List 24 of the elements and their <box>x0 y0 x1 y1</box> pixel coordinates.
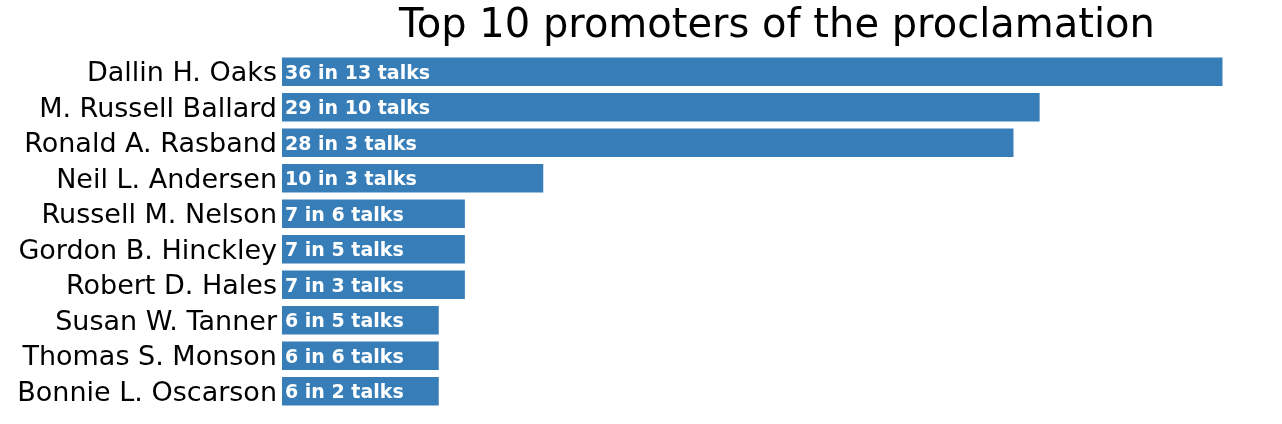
y-tick-label: M. Russell Ballard <box>39 91 277 123</box>
chart-title: Top 10 promoters of the proclamation <box>398 0 1155 47</box>
data-label: 7 in 5 talks <box>285 238 404 261</box>
data-label: 10 in 3 talks <box>285 167 417 190</box>
y-tick-label: Russell M. Nelson <box>41 198 277 230</box>
y-tick-label: Ronald A. Rasband <box>24 127 277 159</box>
bar <box>282 128 1014 157</box>
y-tick-label: Gordon B. Hinckley <box>18 233 278 265</box>
data-label: 6 in 2 talks <box>285 380 404 403</box>
y-tick-label: Dallin H. Oaks <box>86 56 277 88</box>
data-label: 29 in 10 talks <box>285 96 431 119</box>
data-label: 6 in 6 talks <box>285 344 404 367</box>
bar <box>282 57 1223 86</box>
bar <box>282 93 1040 122</box>
data-label: 36 in 13 talks <box>285 60 431 83</box>
data-label: 7 in 3 talks <box>285 273 404 296</box>
data-label: 6 in 5 talks <box>285 309 404 332</box>
y-tick-label: Neil L. Andersen <box>56 162 277 194</box>
data-label: 7 in 6 talks <box>285 202 404 225</box>
y-tick-label: Robert D. Hales <box>65 269 277 301</box>
y-tick-label: Susan W. Tanner <box>55 304 278 336</box>
y-tick-label: Thomas S. Monson <box>21 340 277 372</box>
y-tick-label: Bonnie L. Oscarson <box>17 375 277 407</box>
data-label: 28 in 3 talks <box>285 131 417 154</box>
